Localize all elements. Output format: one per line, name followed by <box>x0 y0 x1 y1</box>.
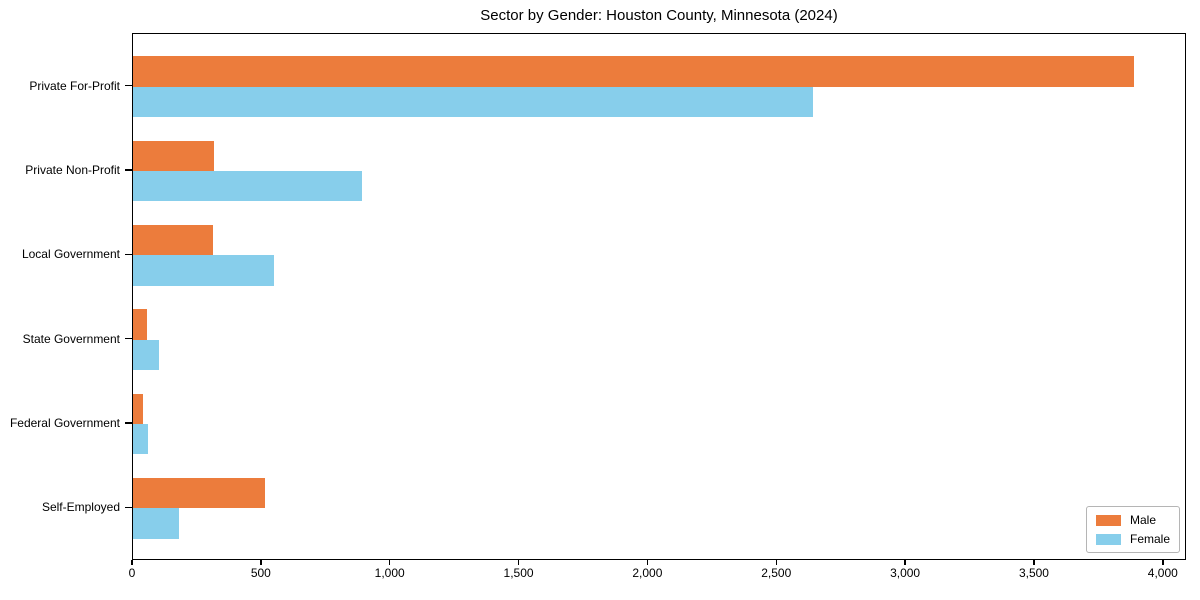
x-tick-2500 <box>775 560 777 565</box>
x-tick-label-2500: 2,500 <box>761 566 792 580</box>
x-tick-500 <box>260 560 262 565</box>
bar-female-private-for-profit <box>133 86 813 118</box>
legend-label-male: Male <box>1129 513 1156 527</box>
x-tick-label-1000: 1,000 <box>374 566 405 580</box>
y-tick-local-government <box>125 253 132 256</box>
bar-male-state-government <box>133 309 148 340</box>
y-tick-label-state-government: State Government <box>22 331 120 346</box>
bar-male-private-non-profit <box>133 140 214 171</box>
y-tick-private-non-profit <box>125 169 132 171</box>
y-tick-label-local-government: Local Government <box>21 247 120 262</box>
legend-item-male: Male <box>1095 513 1170 527</box>
legend-swatch-female <box>1095 533 1121 545</box>
y-tick-label-federal-government: Federal Government <box>9 415 120 430</box>
bar-female-federal-government <box>133 423 149 455</box>
legend-item-female: Female <box>1095 532 1170 546</box>
x-tick-1000 <box>388 560 391 565</box>
y-tick-label-private-for-profit: Private For-Profit <box>29 78 120 93</box>
x-tick-label-2000: 2,000 <box>632 566 663 580</box>
x-tick-1500 <box>517 560 520 565</box>
y-tick-label-private-non-profit: Private Non-Profit <box>25 163 120 178</box>
x-tick-label-0: 0 <box>128 566 136 580</box>
x-tick-label-3500: 3,500 <box>1018 566 1049 580</box>
x-tick-label-4000: 4,000 <box>1147 566 1178 580</box>
legend-swatch-male <box>1095 514 1121 526</box>
chart-title: Sector by Gender: Houston County, Minnes… <box>480 7 838 24</box>
x-tick-label-1500: 1,500 <box>503 566 534 580</box>
bar-male-private-for-profit <box>133 56 1134 87</box>
x-tick-0 <box>131 560 133 565</box>
plot-area: Male Female <box>132 33 1186 560</box>
y-tick-label-self-employed: Self-Employed <box>41 500 120 515</box>
x-tick-3000 <box>904 560 906 565</box>
legend: Male Female <box>1085 506 1180 553</box>
bar-female-private-non-profit <box>133 171 362 202</box>
x-tick-4000 <box>1162 560 1164 565</box>
legend-label-female: Female <box>1129 532 1170 546</box>
bar-female-state-government <box>133 339 159 370</box>
y-tick-private-for-profit <box>125 84 132 87</box>
x-tick-label-3000: 3,000 <box>890 566 921 580</box>
bar-female-self-employed <box>133 508 180 539</box>
y-tick-state-government <box>125 337 132 340</box>
x-tick-3500 <box>1033 560 1035 565</box>
bar-male-federal-government <box>133 393 144 424</box>
bar-male-local-government <box>133 224 213 256</box>
y-tick-self-employed <box>125 506 132 509</box>
y-tick-federal-government <box>125 422 132 424</box>
x-tick-2000 <box>646 560 649 565</box>
bar-male-self-employed <box>133 477 266 509</box>
bar-female-local-government <box>133 255 275 286</box>
x-tick-label-500: 500 <box>250 566 271 580</box>
